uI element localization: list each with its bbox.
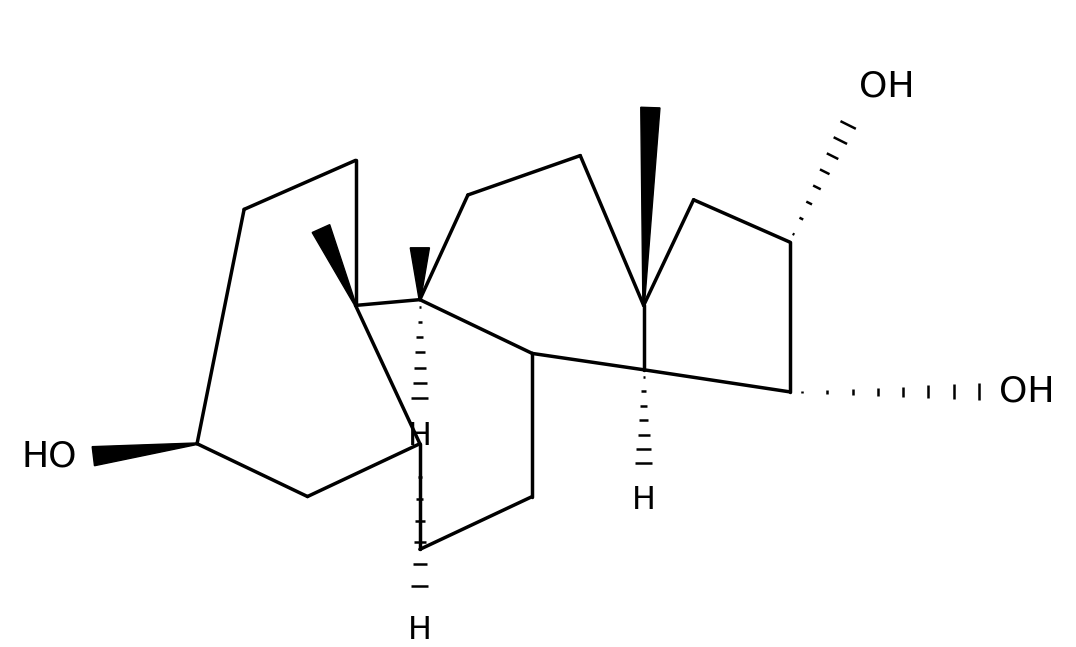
Text: OH: OH <box>859 70 915 104</box>
Polygon shape <box>312 225 356 306</box>
Polygon shape <box>410 248 429 300</box>
Text: H: H <box>408 615 431 646</box>
Text: H: H <box>408 421 431 452</box>
Text: H: H <box>632 485 655 516</box>
Text: OH: OH <box>999 375 1054 409</box>
Polygon shape <box>93 443 197 466</box>
Text: HO: HO <box>22 439 77 473</box>
Polygon shape <box>641 107 660 305</box>
